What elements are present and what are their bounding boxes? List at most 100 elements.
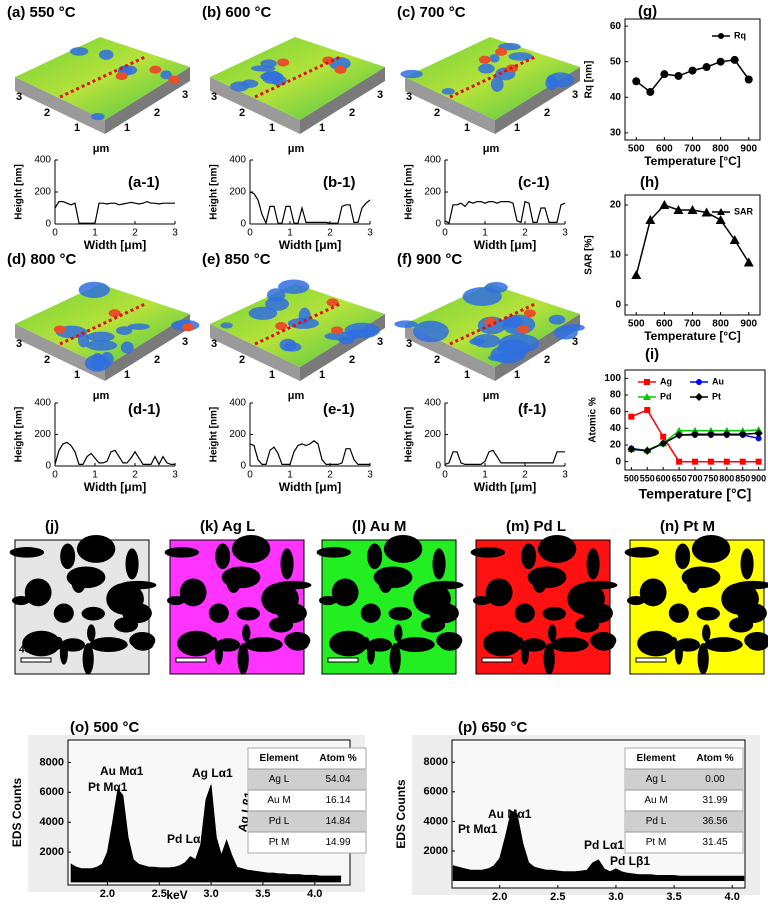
marker — [738, 430, 747, 439]
surface-pit — [160, 70, 172, 80]
x-tick-label: 1 — [287, 470, 293, 481]
map-dark-region — [221, 566, 261, 589]
map-dark-region — [164, 547, 200, 558]
axis-label: μm — [288, 143, 305, 155]
map-dark-region — [208, 603, 229, 623]
map-dark-region — [9, 547, 45, 558]
marker — [674, 71, 683, 80]
surface-pit — [497, 339, 530, 358]
x-tick-label: 0 — [247, 470, 253, 481]
axis-label: 1 — [464, 369, 470, 381]
y-tick-label: 40 — [610, 92, 622, 103]
axis-label: 2 — [544, 107, 550, 119]
axis-label: μm — [93, 390, 110, 402]
x-tick-label: 850 — [735, 473, 750, 483]
axis-label: 3 — [16, 91, 22, 103]
surface-side — [105, 67, 190, 134]
map-title: (l) Au M — [352, 518, 406, 535]
line — [54, 200, 175, 224]
table-cell: Pd L — [269, 816, 290, 827]
axis-label: 3 — [406, 338, 412, 350]
marker — [691, 430, 699, 439]
map-dark-region — [360, 603, 381, 623]
table-cell: 31.99 — [702, 795, 727, 806]
y-tick-label: 6000 — [424, 786, 448, 798]
surface-pit — [508, 52, 533, 61]
line — [249, 191, 371, 226]
surface-peak — [484, 317, 497, 326]
table-cell: Au M — [644, 795, 667, 806]
map-dark-region — [550, 637, 589, 653]
legend-label: Rq — [734, 30, 746, 40]
scale-label: 400 nm — [19, 645, 54, 656]
x-tick-label: 1 — [92, 470, 98, 481]
axis-label: 3 — [377, 336, 383, 348]
axis-label: 2 — [44, 354, 50, 366]
axis-label: 1 — [319, 369, 325, 381]
map-dark-region — [548, 624, 557, 642]
surface-pit — [346, 329, 358, 338]
y-tick-label: 100 — [604, 373, 621, 384]
x-axis-label: Temperature [°C] — [644, 154, 741, 168]
surface-pit — [548, 314, 566, 325]
map-dark-region — [627, 595, 645, 606]
y-axis-label: Height [nm] — [209, 164, 220, 220]
marker — [729, 235, 740, 244]
y-axis-label: Height [nm] — [14, 164, 25, 220]
peak-label: Ag Lα1 — [192, 766, 233, 780]
marker — [707, 458, 714, 465]
panel-title: (c) 700 °C — [397, 4, 466, 21]
surface-pit — [328, 56, 351, 70]
surface-peak — [149, 65, 162, 74]
x-tick-label: 800 — [712, 144, 729, 155]
surface-pit — [86, 339, 118, 351]
spectrum — [70, 784, 342, 883]
marker — [643, 446, 652, 455]
marker — [659, 439, 668, 448]
y-tick-label: 0 — [435, 219, 441, 230]
map-dark-region — [675, 543, 691, 570]
table-header: Atom % — [696, 753, 733, 764]
map-dark-region — [668, 603, 689, 623]
map-dark-region — [436, 632, 463, 649]
surface-side — [210, 324, 300, 381]
map-dark-region — [521, 638, 547, 652]
surface-pit — [462, 287, 502, 306]
table-cell: 16.14 — [325, 795, 350, 806]
axis-label: μm — [288, 390, 305, 402]
axis-label: 1 — [74, 369, 80, 381]
map-dark-region — [60, 543, 76, 570]
marker — [645, 215, 656, 224]
surface-peak — [277, 58, 290, 67]
table-cell: 14.99 — [325, 837, 350, 848]
y-tick-label: 200 — [229, 429, 246, 440]
marker — [632, 77, 641, 86]
axis-label: μm — [483, 390, 500, 402]
map-dark-region — [624, 547, 660, 558]
y-axis-label: EDS Counts — [394, 779, 408, 849]
axis-label: 3 — [211, 91, 217, 103]
x-tick-label: 0 — [247, 228, 253, 239]
surface-pit — [266, 288, 286, 302]
chart-title: (e-1) — [323, 401, 355, 418]
y-tick-label: 0 — [615, 456, 621, 467]
map-dark-region — [432, 548, 446, 580]
marker — [673, 205, 684, 214]
x-tick-label: 2 — [327, 228, 333, 239]
scale-bar — [481, 657, 513, 663]
map-title: (n) Pt M — [660, 518, 715, 535]
table-cell: 54.04 — [325, 774, 350, 785]
surface-pit — [472, 334, 501, 348]
line — [54, 441, 175, 466]
map-dark-region — [388, 606, 412, 621]
y-tick-label: 400 — [34, 398, 51, 409]
x-tick-label: 3 — [562, 470, 568, 481]
surface-pit — [220, 322, 233, 329]
surface-pit — [248, 306, 278, 320]
map-dark-region — [697, 643, 709, 675]
map-dark-region — [488, 581, 502, 604]
y-tick-label: 30 — [610, 128, 622, 139]
marker — [631, 270, 642, 279]
surface-pit — [489, 54, 500, 63]
